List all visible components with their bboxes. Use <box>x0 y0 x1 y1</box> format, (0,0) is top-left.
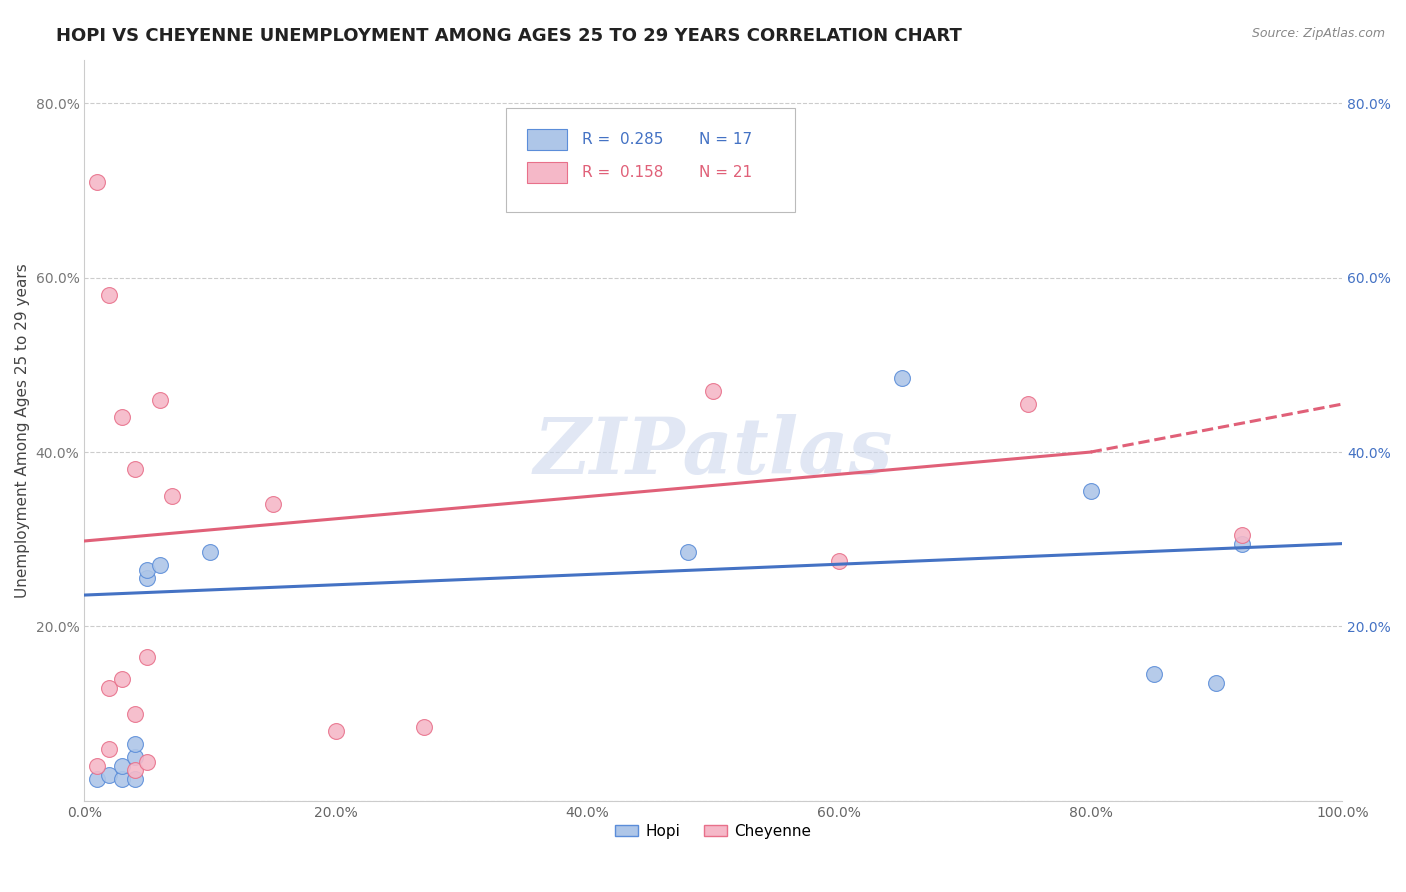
Point <box>828 554 851 568</box>
Point <box>111 410 134 425</box>
Text: ZIPatlas: ZIPatlas <box>534 414 893 491</box>
Point <box>86 759 108 773</box>
FancyBboxPatch shape <box>527 161 568 183</box>
Point <box>98 288 121 302</box>
Text: N = 21: N = 21 <box>699 165 752 180</box>
Text: R =  0.285: R = 0.285 <box>582 132 664 147</box>
Point <box>1080 484 1102 499</box>
Point <box>1017 397 1039 411</box>
Point <box>891 371 914 385</box>
Point <box>413 720 436 734</box>
Point <box>262 497 284 511</box>
Point <box>136 563 159 577</box>
Point <box>162 489 184 503</box>
Point <box>111 672 134 686</box>
Point <box>124 772 146 786</box>
Point <box>86 772 108 786</box>
Point <box>136 755 159 769</box>
Point <box>1205 676 1227 690</box>
Point <box>1142 667 1164 681</box>
Text: HOPI VS CHEYENNE UNEMPLOYMENT AMONG AGES 25 TO 29 YEARS CORRELATION CHART: HOPI VS CHEYENNE UNEMPLOYMENT AMONG AGES… <box>56 27 962 45</box>
Point <box>702 384 724 398</box>
Point <box>124 706 146 721</box>
Point <box>676 545 699 559</box>
Point <box>124 764 146 778</box>
Point <box>98 681 121 695</box>
Point <box>149 392 172 407</box>
Point <box>1230 528 1253 542</box>
Point <box>136 650 159 665</box>
Text: Source: ZipAtlas.com: Source: ZipAtlas.com <box>1251 27 1385 40</box>
Point <box>149 558 172 573</box>
Text: N = 17: N = 17 <box>699 132 752 147</box>
Point <box>325 724 347 739</box>
Point <box>198 545 221 559</box>
Point <box>124 737 146 751</box>
Y-axis label: Unemployment Among Ages 25 to 29 years: Unemployment Among Ages 25 to 29 years <box>15 263 30 598</box>
Point <box>86 175 108 189</box>
Point <box>111 759 134 773</box>
Point <box>1230 536 1253 550</box>
Point <box>124 462 146 476</box>
FancyBboxPatch shape <box>527 129 568 150</box>
Point <box>98 741 121 756</box>
Point <box>124 750 146 764</box>
FancyBboxPatch shape <box>506 108 794 211</box>
Point <box>111 772 134 786</box>
Point <box>98 768 121 782</box>
Text: R =  0.158: R = 0.158 <box>582 165 664 180</box>
Point <box>136 572 159 586</box>
Legend: Hopi, Cheyenne: Hopi, Cheyenne <box>609 818 817 845</box>
